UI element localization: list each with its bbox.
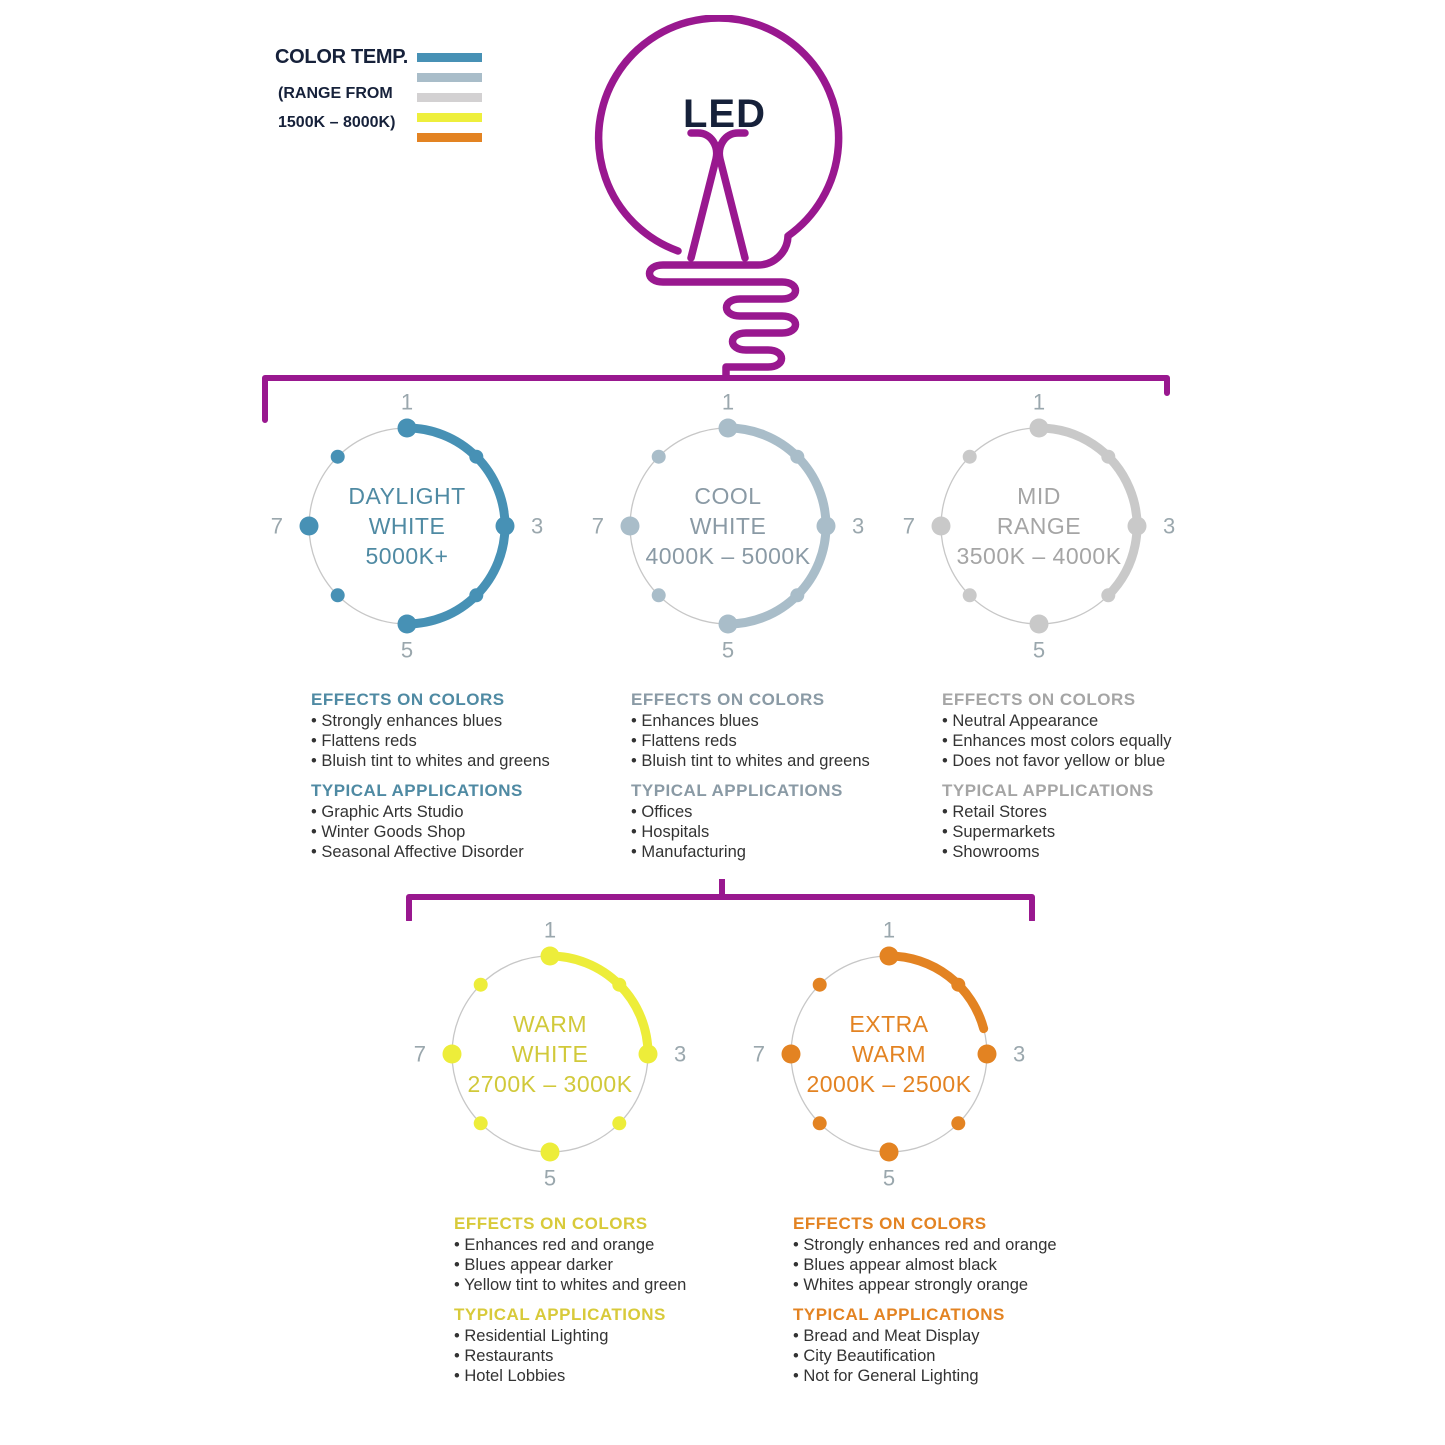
svg-text:5: 5 [544,1166,556,1191]
svg-text:3: 3 [674,1042,686,1067]
svg-text:1: 1 [1032,390,1044,415]
svg-text:RANGE: RANGE [996,513,1080,539]
svg-text:WHITE: WHITE [369,513,446,539]
svg-text:7: 7 [753,1042,765,1067]
svg-text:5: 5 [883,1166,895,1191]
svg-text:5000K+: 5000K+ [366,543,449,569]
svg-text:3: 3 [852,514,864,539]
svg-text:7: 7 [592,514,604,539]
svg-text:WARM: WARM [852,1041,926,1067]
svg-text:5: 5 [722,638,734,663]
svg-text:2700K – 3000K: 2700K – 3000K [467,1071,632,1097]
svg-text:3500K – 4000K: 3500K – 4000K [956,543,1121,569]
svg-text:1: 1 [544,918,556,943]
svg-text:EXTRA: EXTRA [849,1011,928,1037]
svg-text:2000K – 2500K: 2000K – 2500K [806,1071,971,1097]
svg-text:3: 3 [1163,514,1175,539]
svg-text:MID: MID [1017,483,1061,509]
svg-text:4000K – 5000K: 4000K – 5000K [645,543,810,569]
svg-text:7: 7 [271,514,283,539]
svg-text:1: 1 [401,390,413,415]
svg-text:WHITE: WHITE [512,1041,589,1067]
svg-text:COOL: COOL [694,483,761,509]
svg-text:7: 7 [414,1042,426,1067]
svg-text:7: 7 [902,514,914,539]
svg-text:3: 3 [531,514,543,539]
svg-text:5: 5 [401,638,413,663]
svg-text:WHITE: WHITE [690,513,767,539]
svg-text:3: 3 [1013,1042,1025,1067]
svg-text:5: 5 [1032,638,1044,663]
svg-text:1: 1 [883,918,895,943]
svg-text:WARM: WARM [513,1011,587,1037]
svg-text:1: 1 [722,390,734,415]
svg-text:DAYLIGHT: DAYLIGHT [348,483,465,509]
